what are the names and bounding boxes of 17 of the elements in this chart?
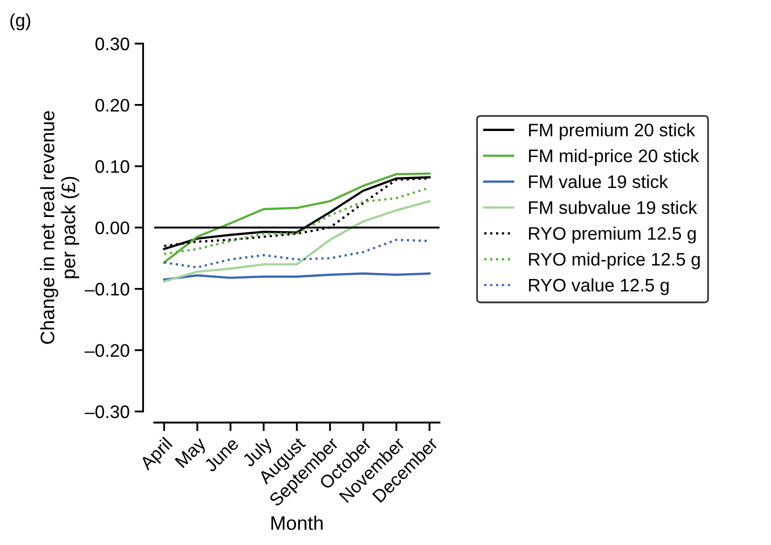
y-axis-title: Change in net real revenue per pack (£) [40, 111, 80, 344]
y-tick-label: 0.00 [95, 221, 130, 234]
y-tick-label: 0.30 [95, 38, 130, 50]
legend-label: FM mid-price 20 stick [529, 149, 700, 166]
legend-label: FM premium 20 stick [529, 123, 696, 140]
x-axis-title: Month [271, 516, 323, 530]
legend-label: FM value 19 stick [529, 174, 668, 188]
text: (g) [10, 13, 30, 30]
y-tick-label: 0.20 [95, 98, 130, 112]
y-tick-label: –0.10 [84, 282, 130, 296]
y-tick-label: –0.20 [84, 344, 130, 357]
y-tick-label: 0.10 [95, 160, 130, 173]
y-tick-label: –0.30 [84, 405, 130, 418]
legend-label: FM subvalue 19 stick [529, 200, 698, 214]
legend-label: RYO value 12.5 g [529, 278, 669, 296]
legend-label: RYO mid-price 12.5 g [529, 252, 700, 270]
legend-label: RYO premium 12.5 g [529, 226, 696, 244]
